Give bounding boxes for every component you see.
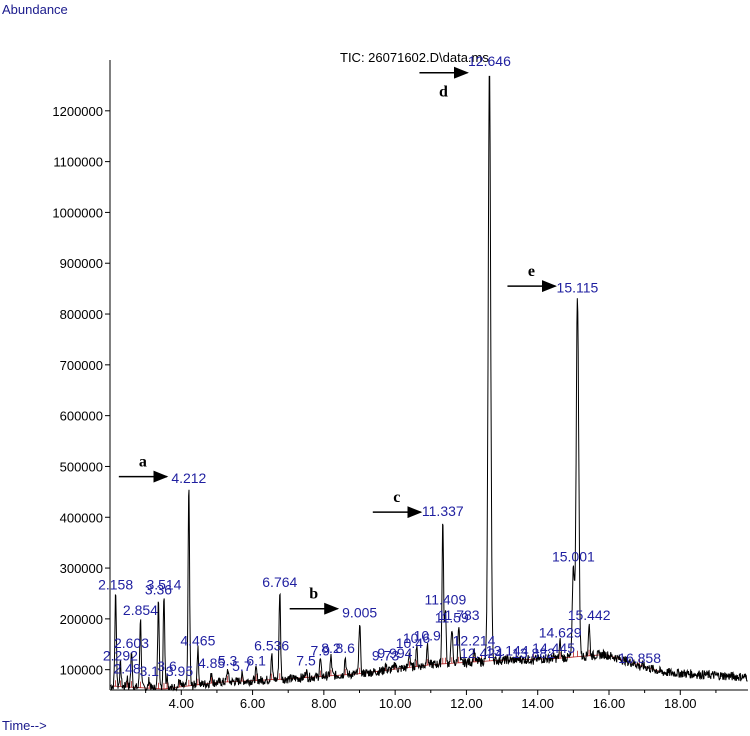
peak-label: 11.59: [435, 609, 469, 625]
annotations: a b c d e: [118, 66, 557, 615]
peak-label: 3.514: [146, 576, 181, 592]
peak-label: 2.603: [114, 635, 149, 651]
peak-label: 3.6: [157, 658, 177, 674]
y-ticks: 100000 200000 300000 400000 500000 600000 7000…: [52, 104, 110, 678]
peak-label: 3.95: [166, 663, 193, 679]
peak-label: 9.005: [342, 604, 377, 620]
y-tick-label: 400000: [60, 510, 103, 525]
peak-label: 11.409: [424, 592, 466, 608]
peak-label: 6.764: [262, 574, 297, 590]
peak-label: 8.6: [336, 640, 356, 656]
y-tick-label: 800000: [60, 307, 103, 322]
peak-label: 11.783: [438, 607, 480, 623]
peak-label: 6.1: [246, 653, 266, 669]
annotation-letter: c: [393, 489, 400, 506]
peak-label: 10.4: [396, 635, 423, 651]
annotation-letter: a: [139, 454, 147, 471]
y-axis-title: Abundance: [2, 2, 68, 17]
peak-label: 9.994: [377, 645, 412, 661]
x-tick-label: 12.00: [450, 696, 483, 711]
peak-label: 7.9: [311, 643, 331, 659]
peak-label: 5.3: [218, 653, 238, 669]
x-tick-label: 6.00: [240, 696, 265, 711]
peak-label: 13.144: [486, 643, 529, 659]
x-tick-label: 16.00: [593, 696, 626, 711]
peak-label: 15.115: [557, 279, 599, 295]
peak-label: 14.629: [539, 625, 582, 641]
y-tick-label: 300000: [60, 561, 103, 576]
y-tick-label: 600000: [60, 409, 103, 424]
annotation-letter: d: [439, 84, 448, 101]
peak-label: 10.9: [414, 627, 441, 643]
peak-label: 4.85: [198, 655, 225, 671]
peak-label: 11.337: [422, 503, 464, 519]
y-tick-label: 100000: [60, 663, 103, 678]
peak-label: 16.858: [618, 650, 661, 666]
peak-label: 5.7: [232, 658, 252, 674]
peak-label: 15.442: [568, 607, 611, 623]
annotation-letter: b: [309, 586, 318, 603]
y-tick-label: 700000: [60, 358, 103, 373]
y-tick-label: 1000000: [52, 205, 103, 220]
y-tick-label: 1200000: [52, 104, 103, 119]
y-tick-label: 1100000: [53, 155, 103, 170]
y-tick-label: 500000: [60, 459, 103, 474]
peak-label: 10.6: [403, 630, 430, 646]
x-tick-label: 18.00: [664, 696, 697, 711]
peak-label: 8.2: [321, 640, 341, 656]
peak-label: 9.73: [372, 648, 399, 664]
peak-label: 15.001: [552, 549, 595, 565]
annotation-letter: e: [528, 263, 535, 280]
peak-label: 13.882: [512, 645, 555, 661]
x-tick-label: 4.00: [169, 696, 194, 711]
peak-label: 14.445: [532, 640, 575, 656]
peak-label: 6.536: [254, 637, 289, 653]
peak-label: 12.214: [453, 632, 496, 648]
peak-label: 2.48: [113, 660, 140, 676]
peak-label: 7.5: [296, 653, 316, 669]
peak-label: 4.212: [171, 470, 206, 486]
peak-label: 3.1: [139, 663, 159, 679]
tic-trace: [110, 75, 748, 692]
y-tick-label: 200000: [60, 612, 103, 627]
peak-label: 3.36: [145, 582, 172, 598]
x-ticks: 4.00 6.00 8.00 10.00 12.00 14.00 16.00 18.00: [145, 690, 717, 711]
x-tick-label: 14.00: [521, 696, 554, 711]
peak-label: 2.158: [98, 576, 133, 592]
y-tick-label: 900000: [60, 256, 103, 271]
peak-label: 12.646: [468, 53, 511, 69]
peak-label: 2.854: [123, 602, 158, 618]
peak-label: 12.424: [460, 645, 503, 661]
trace-layer: [110, 75, 748, 692]
x-tick-label: 10.00: [379, 696, 412, 711]
axes: [109, 60, 748, 691]
peak-label: 2.292: [103, 648, 138, 664]
chart-title: TIC: 26071602.D\data.ms: [340, 50, 489, 65]
peak-label: 4.465: [180, 632, 215, 648]
x-tick-label: 8.00: [311, 696, 336, 711]
x-axis-title: Time-->: [2, 718, 47, 733]
